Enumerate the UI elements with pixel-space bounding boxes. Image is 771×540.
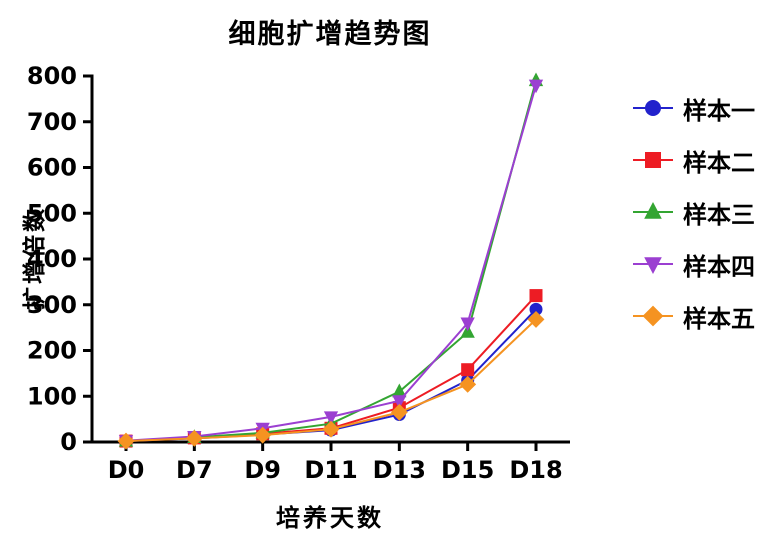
data-point-marker (322, 420, 340, 438)
data-point-marker (527, 310, 545, 328)
legend-label: 样本二 (683, 148, 755, 177)
y-tick-label: 600 (27, 154, 77, 182)
data-point-marker (645, 152, 661, 168)
legend-marker-circle-icon (633, 100, 673, 116)
legend-marker-triangle-up-icon (633, 202, 673, 219)
data-point-marker (644, 202, 662, 219)
y-tick-label: 200 (27, 337, 77, 365)
legend-item-sample5: 样本五 (632, 290, 755, 342)
x-axis-title: 培养天数 (276, 504, 384, 532)
legend-item-sample2: 样本二 (632, 134, 755, 186)
data-point-marker (254, 426, 272, 444)
data-point-marker (392, 395, 407, 409)
legend-marker-triangle-down-icon (633, 257, 673, 274)
data-point-marker (529, 302, 543, 316)
data-point-marker (645, 100, 661, 116)
legend-label: 样本一 (683, 96, 755, 125)
legend-marker-square-icon (633, 152, 673, 168)
y-tick-label: 500 (27, 199, 77, 227)
data-point-marker (461, 363, 475, 377)
data-point-marker (185, 429, 203, 447)
x-tick-label: D7 (176, 456, 213, 484)
legend-item-sample4: 样本四 (632, 238, 755, 290)
y-axis-title: 扩增倍数 (22, 206, 48, 310)
legend-item-sample3: 样本三 (632, 186, 755, 238)
data-point-marker (390, 403, 408, 421)
series-line (125, 80, 537, 443)
x-tick-label: D0 (108, 456, 145, 484)
data-point-marker (459, 375, 477, 393)
x-tick-label: D11 (304, 456, 357, 484)
data-point-marker (642, 305, 664, 327)
y-tick-label: 800 (27, 62, 77, 90)
legend-label: 样本五 (683, 304, 755, 333)
y-tick-label: 0 (60, 428, 77, 456)
data-point-marker (529, 289, 543, 303)
data-point-marker (528, 79, 544, 94)
data-point-marker (392, 383, 407, 398)
x-tick-label: D13 (373, 456, 426, 484)
data-point-marker (644, 257, 662, 274)
chart-title: 细胞扩增趋势图 (228, 19, 432, 50)
data-point-marker (117, 432, 135, 450)
y-tick-label: 700 (27, 108, 77, 136)
y-tick-label: 300 (27, 291, 77, 319)
legend-marker-diamond-icon (633, 305, 673, 327)
data-point-marker (323, 411, 339, 425)
x-tick-label: D15 (441, 456, 494, 484)
y-tick-label: 100 (27, 382, 77, 410)
data-point-marker (460, 317, 475, 332)
y-tick-label: 400 (27, 245, 77, 273)
x-tick-label: D18 (509, 456, 562, 484)
legend: 样本一 样本二 样本三 样本四 样本五 (632, 82, 755, 342)
legend-label: 样本三 (683, 200, 755, 229)
series-line (125, 84, 537, 442)
legend-item-sample1: 样本一 (632, 82, 755, 134)
legend-label: 样本四 (683, 252, 755, 281)
x-tick-label: D9 (244, 456, 281, 484)
